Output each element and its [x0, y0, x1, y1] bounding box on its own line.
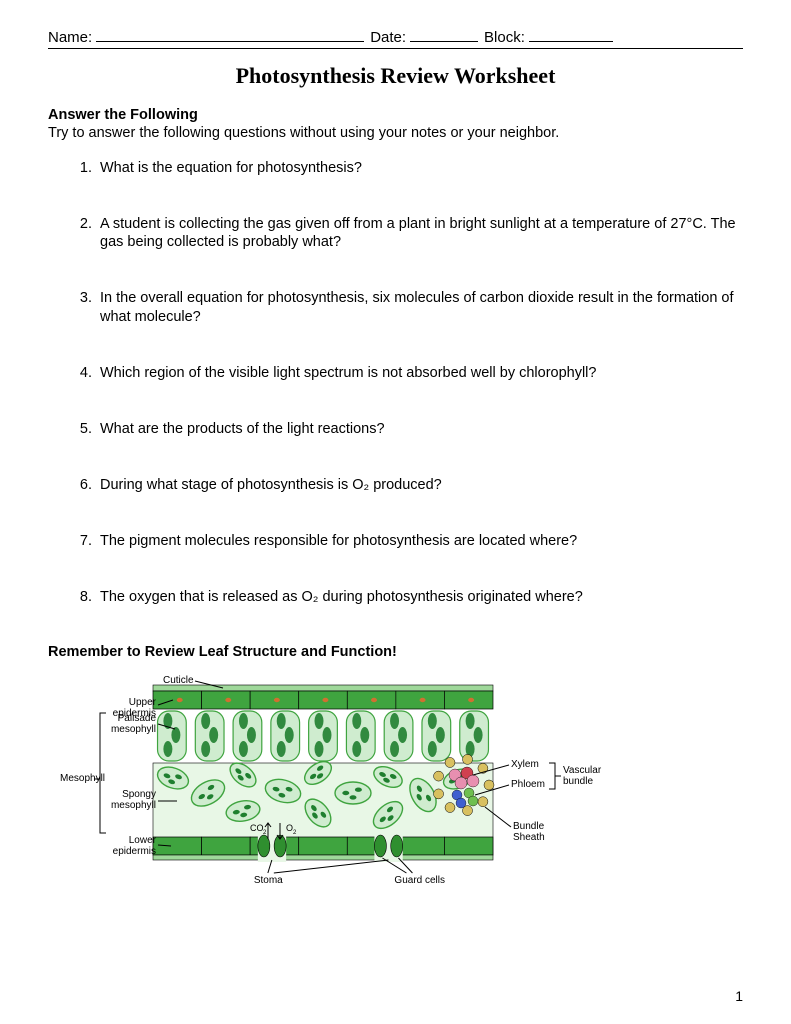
name-blank[interactable] [96, 28, 364, 42]
svg-text:mesophyll: mesophyll [111, 724, 156, 735]
svg-text:Stoma: Stoma [254, 875, 283, 886]
svg-text:CO: CO [250, 823, 264, 833]
block-field: Block: [484, 28, 619, 46]
svg-text:Vascular: Vascular [563, 765, 602, 776]
svg-text:mesophyll: mesophyll [111, 800, 156, 811]
svg-text:Upper: Upper [129, 697, 157, 708]
svg-text:epidermis: epidermis [113, 846, 156, 857]
review-heading: Remember to Review Leaf Structure and Fu… [48, 644, 743, 660]
leaf-cross-section-svg: CO2O2CuticleUpperepidermisPalisademesoph… [48, 670, 608, 905]
date-label: Date: [370, 29, 406, 46]
question-list: What is the equation for photosynthesis?… [48, 159, 743, 606]
date-field: Date: [370, 28, 484, 46]
svg-text:Xylem: Xylem [511, 759, 539, 770]
question-item: What are the products of the light react… [96, 420, 743, 438]
svg-text:O: O [286, 823, 293, 833]
svg-text:Spongy: Spongy [122, 789, 156, 800]
question-item: What is the equation for photosynthesis? [96, 159, 743, 177]
svg-text:Palisade: Palisade [118, 713, 157, 724]
intro-text: Try to answer the following questions wi… [48, 125, 743, 141]
svg-text:Phloem: Phloem [511, 779, 545, 790]
svg-text:Bundle: Bundle [513, 821, 545, 832]
name-label: Name: [48, 29, 92, 46]
block-blank[interactable] [529, 28, 613, 42]
header-row: Name: Date: Block: [48, 28, 743, 49]
svg-text:Cuticle: Cuticle [163, 675, 194, 686]
svg-text:Sheath: Sheath [513, 832, 545, 843]
name-field: Name: [48, 28, 370, 46]
leaf-diagram: CO2O2CuticleUpperepidermisPalisademesoph… [48, 670, 608, 910]
section-heading: Answer the Following [48, 107, 743, 123]
question-item: Which region of the visible light spectr… [96, 364, 743, 382]
block-label: Block: [484, 29, 525, 46]
svg-text:Guard cells: Guard cells [394, 875, 445, 886]
question-item: A student is collecting the gas given of… [96, 215, 743, 251]
question-item: The pigment molecules responsible for ph… [96, 532, 743, 550]
date-blank[interactable] [410, 28, 478, 42]
page-title: Photosynthesis Review Worksheet [48, 63, 743, 89]
svg-text:Lower: Lower [129, 835, 157, 846]
question-item: In the overall equation for photosynthes… [96, 289, 743, 325]
question-item: During what stage of photosynthesis is O… [96, 476, 743, 494]
page-number: 1 [735, 988, 743, 1004]
question-item: The oxygen that is released as O₂ during… [96, 588, 743, 606]
svg-text:bundle: bundle [563, 776, 593, 787]
